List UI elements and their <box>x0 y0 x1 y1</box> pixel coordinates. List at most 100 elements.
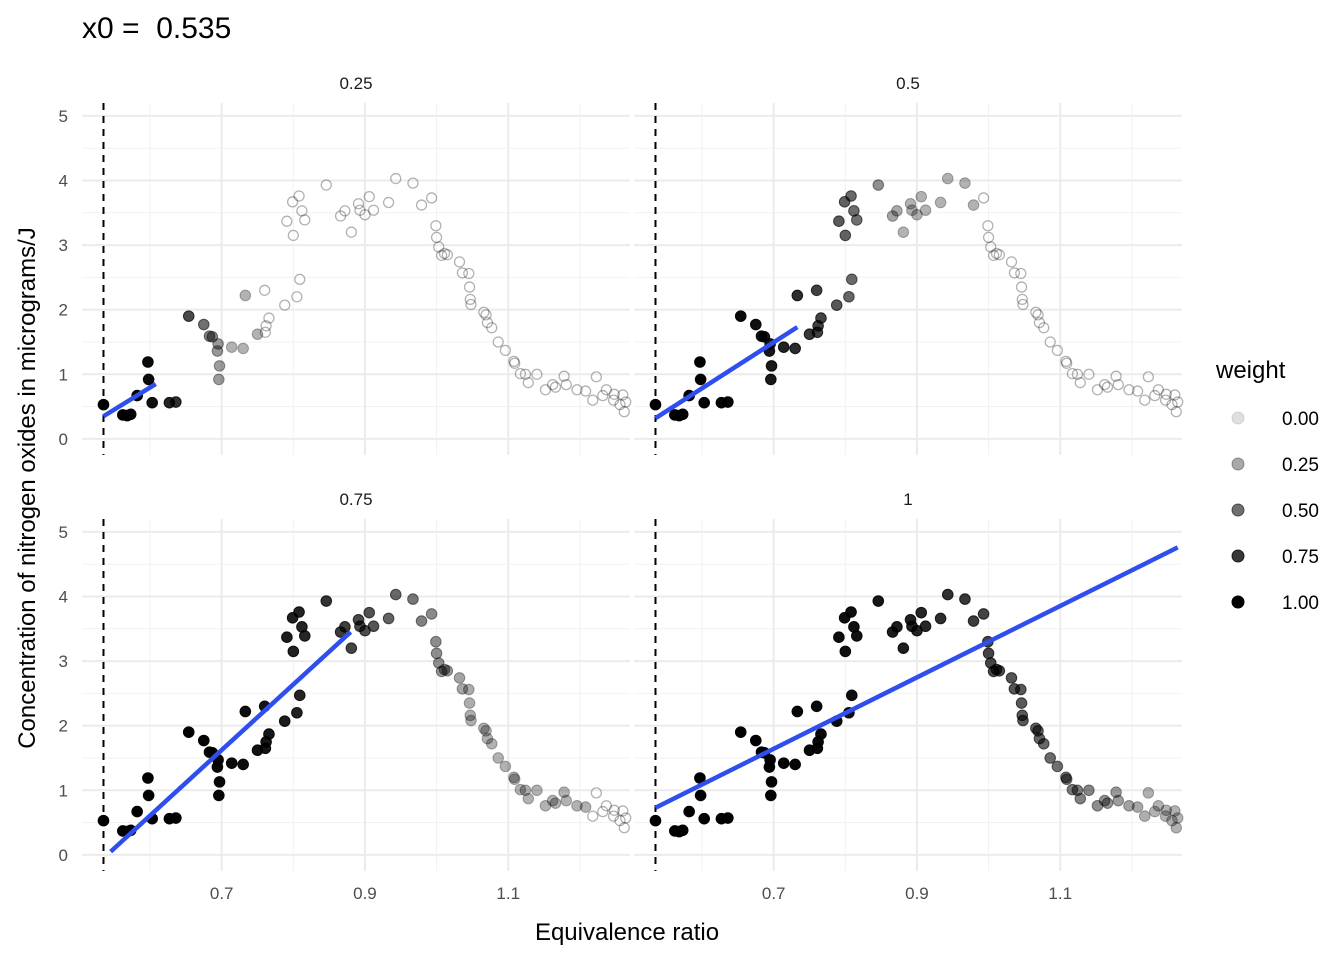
data-point <box>959 593 971 605</box>
data-point <box>789 758 801 771</box>
data-point <box>481 316 494 329</box>
y-tick-label: 3 <box>59 236 68 255</box>
data-point <box>919 620 932 633</box>
data-point <box>1139 394 1151 406</box>
data-point <box>539 384 552 396</box>
data-point <box>298 630 311 642</box>
x-tick-label: 1.1 <box>1048 884 1072 903</box>
data-point <box>1060 355 1072 367</box>
data-point <box>334 210 347 222</box>
data-point <box>1148 805 1161 818</box>
data-point <box>620 396 632 408</box>
fit-line <box>109 630 353 854</box>
legend-key <box>1231 595 1245 609</box>
y-tick-label: 4 <box>59 588 68 607</box>
data-point <box>1083 368 1095 380</box>
data-point <box>891 621 903 633</box>
data-point <box>519 368 532 380</box>
data-point <box>607 394 620 406</box>
data-point <box>967 199 980 211</box>
data-point <box>531 368 543 380</box>
data-point <box>618 406 630 418</box>
data-point <box>259 326 272 338</box>
data-point <box>1083 784 1095 797</box>
legend-key <box>1231 457 1245 471</box>
panel-0.5: 0.5 <box>634 74 1184 455</box>
data-point <box>694 373 707 386</box>
data-point <box>522 377 534 389</box>
data-point <box>1071 784 1084 797</box>
data-point <box>438 663 451 676</box>
data-point <box>363 606 376 619</box>
data-point <box>597 389 609 402</box>
legend-key <box>1231 549 1245 563</box>
data-point <box>833 215 845 227</box>
data-point <box>441 664 454 677</box>
data-point <box>182 310 195 322</box>
data-point <box>1037 737 1050 750</box>
data-point <box>597 805 609 818</box>
data-point <box>97 814 110 827</box>
data-point <box>453 256 466 268</box>
y-tick-label: 2 <box>59 301 68 320</box>
data-point <box>911 208 923 221</box>
data-point <box>843 290 855 303</box>
data-point <box>1166 398 1178 411</box>
data-point <box>886 210 899 222</box>
data-point <box>1169 805 1181 817</box>
x-tick-label: 1.1 <box>496 884 520 903</box>
data-point <box>1008 267 1021 279</box>
data-point <box>546 378 559 391</box>
data-point <box>287 645 300 658</box>
data-point <box>959 177 971 189</box>
data-point <box>1170 406 1182 418</box>
data-point <box>765 789 777 802</box>
data-point <box>982 220 994 232</box>
data-point <box>987 249 1000 262</box>
data-point <box>845 273 858 286</box>
data-point <box>291 291 303 303</box>
legend-label: 0.75 <box>1282 547 1319 568</box>
data-point <box>492 752 504 764</box>
y-tick-label: 5 <box>59 523 68 542</box>
data-point <box>919 204 932 217</box>
data-point <box>1071 368 1084 380</box>
data-point <box>509 357 521 369</box>
data-point <box>1060 773 1073 786</box>
data-point <box>463 267 475 280</box>
data-point <box>839 645 852 658</box>
y-tick-label: 0 <box>59 846 68 865</box>
data-point <box>571 799 583 812</box>
data-point <box>1015 683 1027 696</box>
data-point <box>352 198 365 210</box>
data-point <box>608 804 620 816</box>
data-point <box>508 355 520 367</box>
data-point <box>830 299 843 311</box>
data-point <box>1038 322 1050 334</box>
data-point <box>1015 267 1027 280</box>
data-point <box>480 309 492 321</box>
data-point <box>415 199 428 211</box>
data-point <box>197 318 210 331</box>
data-point <box>197 734 210 747</box>
data-point <box>213 776 226 788</box>
data-point <box>263 728 275 740</box>
data-point <box>320 179 332 191</box>
data-point <box>765 776 778 788</box>
data-point <box>777 341 790 353</box>
data-point <box>1142 787 1155 799</box>
y-tick-label: 1 <box>59 365 68 384</box>
data-point <box>519 784 532 797</box>
data-point <box>407 177 419 189</box>
data-point <box>676 408 689 421</box>
data-point <box>213 373 225 386</box>
data-point <box>464 709 477 722</box>
data-point <box>425 608 438 620</box>
chart-title: x0 = 0.535 <box>82 12 232 45</box>
data-point <box>749 318 762 331</box>
data-point <box>170 396 182 408</box>
data-point <box>734 310 747 322</box>
data-point <box>382 612 395 625</box>
